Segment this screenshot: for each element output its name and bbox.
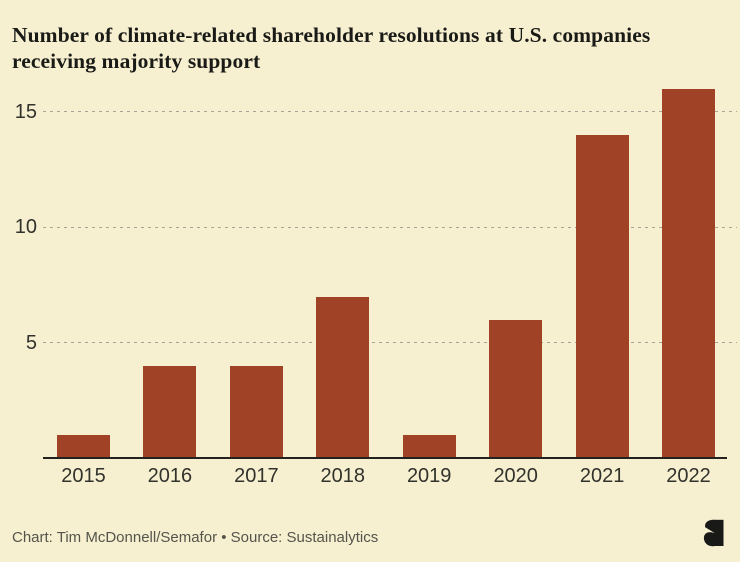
bar-2020 (489, 319, 543, 458)
bar-2015 (57, 434, 110, 458)
y-tick-label-5: 5 (25, 331, 37, 354)
x-axis-line (43, 457, 727, 459)
bar-2018 (316, 296, 370, 458)
bar-2022 (662, 88, 715, 458)
bar-2019 (402, 434, 456, 458)
gridline-10 (43, 226, 737, 228)
chart-title: Number of climate-related shareholder re… (12, 22, 712, 74)
gridline-15 (43, 111, 737, 113)
x-tick-label-2020: 2020 (493, 465, 538, 487)
bar-2021 (575, 135, 629, 458)
bar-2017 (229, 365, 283, 458)
y-tick-label-15: 15 (14, 100, 37, 123)
x-tick-label-2015: 2015 (61, 465, 106, 487)
x-tick-label-2016: 2016 (147, 465, 193, 487)
chart-title-line-2: receiving majority support (12, 49, 261, 73)
x-tick-label-2022: 2022 (666, 465, 711, 487)
x-tick-label-2018: 2018 (320, 465, 366, 487)
chart-title-line-1: Number of climate-related shareholder re… (12, 23, 651, 47)
x-tick-label-2021: 2021 (579, 465, 625, 487)
gridline-5 (43, 342, 737, 344)
semafor-logo-icon (703, 519, 724, 547)
chart-caption: Chart: Tim McDonnell/Semafor • Source: S… (12, 529, 379, 546)
x-tick-label-2019: 2019 (406, 465, 452, 487)
x-tick-label-2017: 2017 (234, 465, 279, 487)
bar-2016 (143, 365, 197, 458)
y-tick-label-10: 10 (14, 216, 37, 239)
